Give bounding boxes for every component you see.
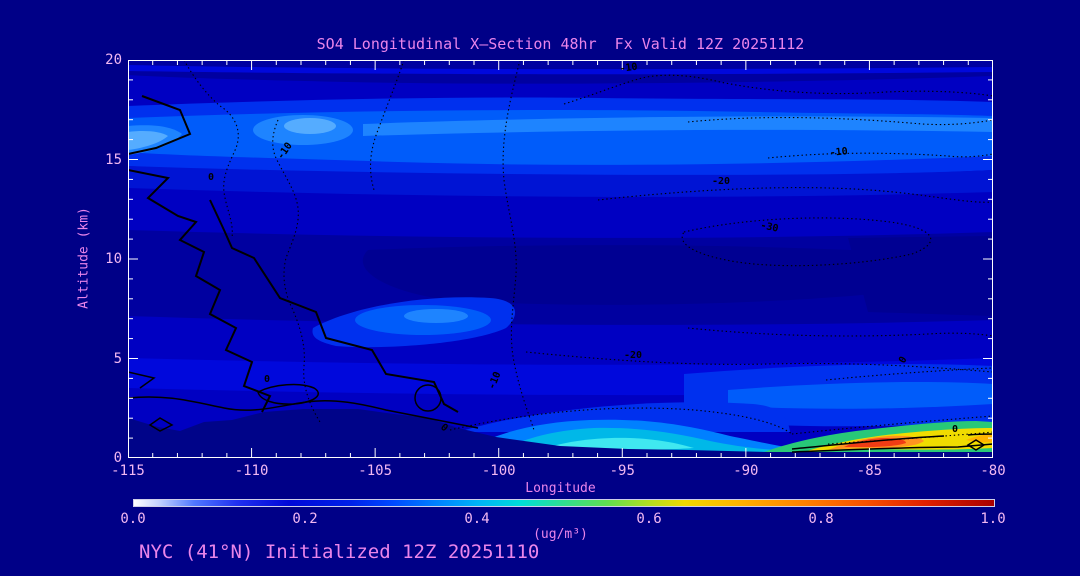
x-tick-label: -80: [980, 463, 1006, 479]
colorbar: [133, 499, 995, 507]
plot-area: -10 0 -10 -10 -20 -30 -20 0 -10 0 0 0: [128, 60, 993, 458]
contour-plot-svg: -100-10-10-20-30-20 0-100 00: [128, 60, 993, 458]
contour-value-label: -10: [829, 146, 848, 159]
contour-value-label: -20: [624, 350, 642, 361]
y-tick-label: 5: [113, 350, 122, 367]
contour-value-label: 0: [952, 424, 958, 435]
x-tick-label: -100: [481, 463, 516, 479]
filled-contours: [128, 60, 993, 458]
x-tick-label: -85: [856, 463, 883, 479]
colorbar-tick-label: 0.6: [636, 511, 662, 527]
contour-value-label: -20: [712, 176, 730, 187]
contour-value-label: 0: [208, 172, 214, 183]
contour-value-label: -10: [619, 62, 638, 75]
run-info-label: NYC (41°N) Initialized 12Z 20251110: [139, 541, 540, 563]
colorbar-tick-label: 0.0: [120, 511, 146, 527]
dotted-contour-lines: [183, 60, 993, 445]
y-tick-label: 10: [105, 251, 122, 267]
y-tick-label: 15: [105, 151, 122, 168]
contour-value-label: 0: [897, 355, 910, 366]
contour-value-label: 0: [438, 422, 450, 434]
x-tick-label: -110: [234, 463, 269, 479]
contour-value-label: 0: [264, 374, 270, 385]
x-tick-label: -105: [358, 463, 392, 479]
x-axis-label: Longitude: [525, 481, 596, 496]
colorbar-tick-label: 0.4: [464, 511, 490, 527]
contour-value-label: -30: [759, 220, 779, 235]
y-tick-label: 20: [105, 52, 122, 68]
solid-contour-lines: [128, 95, 993, 453]
terrain-silhouette: [128, 409, 993, 458]
colorbar-tick-label: 1.0: [980, 511, 1006, 527]
colorbar-tick-label: 0.8: [808, 511, 834, 527]
x-tick-label: -115: [111, 463, 145, 479]
contour-line-labels: -100-10-10-20-30-20 0-100 00: [208, 62, 958, 435]
plot-title: SO4 Longitudinal X—Section 48hr Fx Valid…: [316, 35, 805, 53]
x-tick-label: -90: [733, 463, 759, 479]
x-tick-label: -95: [609, 463, 635, 479]
plot-frame: [128, 60, 993, 458]
colorbar-tick-label: 0.2: [292, 511, 318, 527]
y-tick-label: 0: [113, 450, 122, 466]
colorbar-units-label: (ug/m³): [533, 527, 588, 542]
